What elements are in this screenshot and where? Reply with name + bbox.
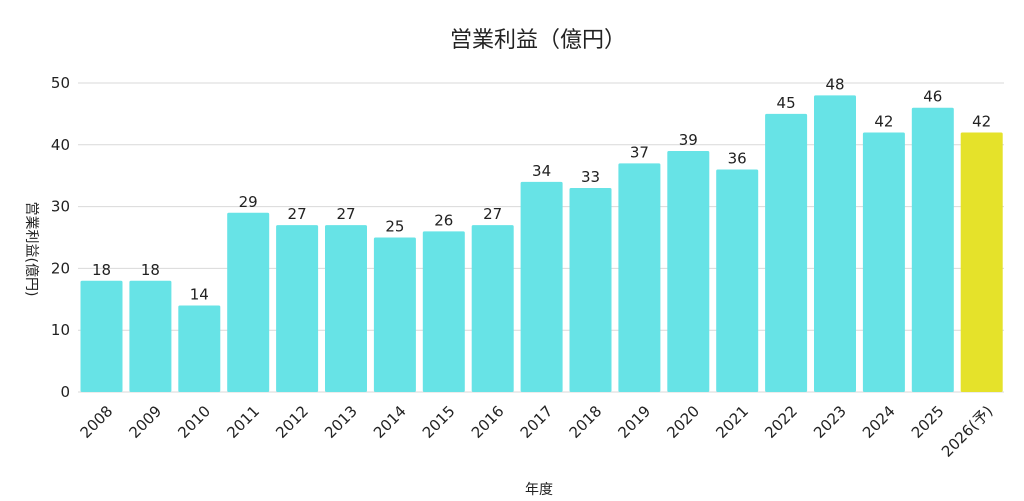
x-tick-label: 2013 — [321, 402, 361, 442]
data-label: 14 — [190, 285, 209, 303]
y-axis-ticks: 0 10 20 30 40 50 — [51, 74, 70, 401]
x-tick-label: 2020 — [663, 402, 703, 442]
bar — [667, 150, 710, 392]
data-label: 42 — [874, 112, 893, 130]
x-tick-label: 2022 — [761, 402, 801, 442]
bar — [618, 163, 661, 392]
bar — [569, 188, 612, 392]
y-axis-label: 営業利益(億円) — [23, 202, 39, 297]
data-label: 26 — [434, 211, 453, 229]
y-tick-label: 10 — [51, 321, 70, 339]
bar — [276, 225, 319, 392]
data-label: 39 — [679, 131, 698, 149]
bar — [520, 181, 563, 392]
data-label: 36 — [728, 150, 747, 168]
data-label: 27 — [288, 205, 307, 223]
x-tick-label: 2024 — [859, 402, 899, 442]
bar — [422, 231, 465, 392]
x-tick-label: 2008 — [77, 402, 117, 442]
data-labels: 18 18 14 29 27 27 25 26 27 34 33 37 39 36 45 48 42 46 42 — [92, 75, 991, 303]
bar — [862, 132, 905, 392]
bar — [227, 212, 270, 392]
bar — [911, 107, 954, 392]
x-tick-label: 2025 — [908, 402, 948, 442]
x-tick-label: 2026(予) — [938, 402, 997, 461]
data-label: 34 — [532, 162, 551, 180]
bar — [129, 280, 172, 392]
data-label: 42 — [972, 112, 991, 130]
data-label: 37 — [630, 143, 649, 161]
x-tick-label: 2018 — [566, 402, 606, 442]
data-label: 18 — [141, 261, 160, 279]
y-tick-label: 20 — [51, 259, 70, 277]
y-tick-label: 0 — [60, 383, 70, 401]
x-tick-label: 2009 — [125, 402, 165, 442]
bar — [814, 95, 856, 393]
y-tick-label: 50 — [51, 74, 70, 92]
y-tick-label: 30 — [51, 198, 70, 216]
data-label: 46 — [923, 88, 942, 106]
data-label: 27 — [483, 205, 502, 223]
bar — [765, 113, 808, 393]
bar — [471, 225, 514, 392]
y-tick-label: 40 — [51, 136, 70, 154]
data-label: 18 — [92, 261, 111, 279]
x-tick-label: 2011 — [223, 402, 263, 442]
x-tick-label: 2014 — [370, 402, 410, 442]
x-tick-label: 2021 — [712, 402, 752, 442]
data-label: 27 — [336, 205, 355, 223]
bars — [80, 95, 1003, 393]
data-label: 48 — [825, 75, 844, 93]
x-tick-label: 2012 — [272, 402, 312, 442]
x-tick-label: 2015 — [419, 402, 459, 442]
bar — [325, 225, 367, 392]
bar — [178, 305, 221, 392]
bar — [80, 280, 123, 392]
x-tick-label: 2016 — [468, 402, 508, 442]
x-tick-label: 2017 — [517, 402, 557, 442]
data-label: 33 — [581, 168, 600, 186]
bar — [373, 237, 416, 392]
chart-title: 営業利益（億円） — [450, 28, 626, 53]
data-label: 45 — [777, 94, 796, 112]
x-tick-label: 2010 — [174, 402, 214, 442]
data-label: 25 — [385, 218, 404, 236]
bar — [960, 132, 1003, 392]
x-axis-ticks: 2008 2009 2010 2011 2012 2013 2014 2015 2016 2017… — [77, 402, 997, 461]
x-tick-label: 2023 — [810, 402, 850, 442]
x-tick-label: 2019 — [614, 402, 654, 442]
x-axis-label: 年度 — [525, 482, 553, 498]
bar — [716, 169, 759, 392]
data-label: 29 — [239, 193, 258, 211]
